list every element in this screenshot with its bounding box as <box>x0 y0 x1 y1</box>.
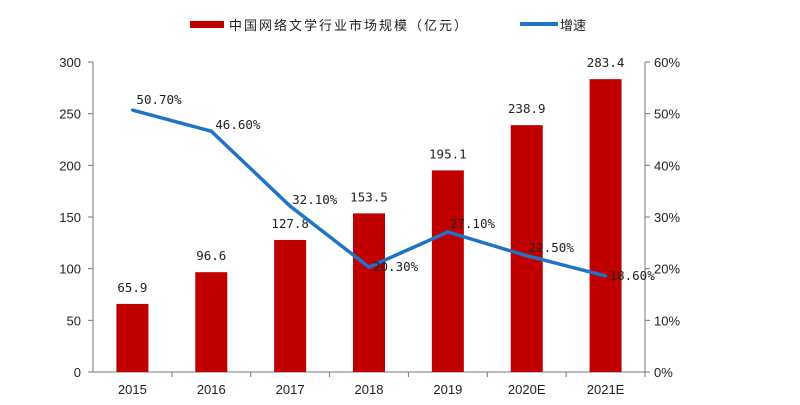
bar <box>510 125 543 373</box>
bar-label: 65.9 <box>117 280 147 295</box>
left-tick-label: 200 <box>59 158 81 173</box>
growth-label: 20.30% <box>373 259 419 274</box>
bar <box>195 272 228 372</box>
legend-bar-swatch <box>190 21 224 28</box>
growth-point <box>446 230 450 234</box>
growth-label: 27.10% <box>450 216 496 231</box>
right-tick-label: 50% <box>654 107 680 122</box>
bar-label: 127.8 <box>271 216 309 231</box>
x-tick-label: 2016 <box>197 382 226 397</box>
left-tick-label: 100 <box>59 262 81 277</box>
right-tick-label: 40% <box>654 158 680 173</box>
left-tick-label: 50 <box>67 313 81 328</box>
bar-label: 153.5 <box>350 189 388 204</box>
right-tick-label: 0% <box>654 365 673 380</box>
x-tick-label: 2020E <box>508 382 546 397</box>
growth-point <box>209 129 213 133</box>
left-tick-label: 250 <box>59 107 81 122</box>
bar-label: 238.9 <box>508 101 546 116</box>
right-tick-label: 60% <box>654 55 680 70</box>
right-tick-label: 10% <box>654 313 680 328</box>
legend-bar-label: 中国网络文学行业市场规模（亿元） <box>229 18 469 34</box>
bar <box>589 79 622 373</box>
left-tick-label: 0 <box>74 365 81 380</box>
left-tick-label: 300 <box>59 55 81 70</box>
growth-point <box>367 265 371 269</box>
bar-label: 96.6 <box>196 248 226 263</box>
growth-point <box>130 108 134 112</box>
growth-label: 50.70% <box>136 92 182 107</box>
x-tick-label: 2018 <box>355 382 384 397</box>
x-tick-label: 2021E <box>587 382 625 397</box>
x-tick-label: 2015 <box>118 382 147 397</box>
x-tick-label: 2019 <box>433 382 462 397</box>
x-tick-label: 2017 <box>276 382 305 397</box>
growth-label: 46.60% <box>215 117 261 132</box>
growth-point <box>288 204 292 208</box>
legend-line-label: 增速 <box>560 19 586 34</box>
left-tick-label: 150 <box>59 210 81 225</box>
bar-label: 283.4 <box>587 55 625 70</box>
bar <box>353 213 385 372</box>
growth-point <box>604 274 608 278</box>
growth-point <box>525 254 529 258</box>
right-tick-label: 20% <box>654 262 680 277</box>
right-tick-label: 30% <box>654 210 680 225</box>
bar <box>116 303 149 372</box>
bar-label: 195.1 <box>429 146 467 161</box>
bar <box>274 239 307 372</box>
growth-label: 18.60% <box>610 268 656 283</box>
growth-label: 32.10% <box>292 192 338 207</box>
bar <box>431 170 464 372</box>
growth-label: 22.50% <box>529 240 575 255</box>
